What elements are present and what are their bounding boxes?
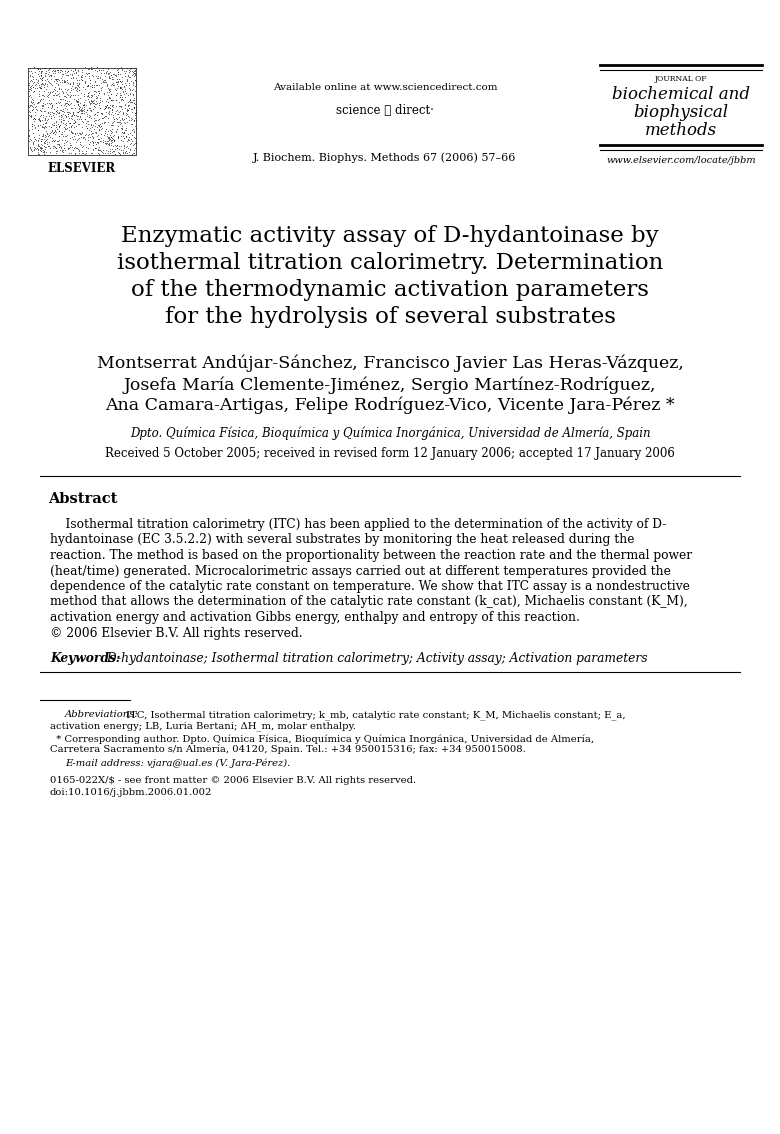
Text: © 2006 Elsevier B.V. All rights reserved.: © 2006 Elsevier B.V. All rights reserved… (50, 626, 303, 640)
Text: Ana Camara-Artigas, Felipe Rodríguez-Vico, Vicente Jara-Pérez *: Ana Camara-Artigas, Felipe Rodríguez-Vic… (105, 397, 675, 415)
Text: Enzymatic activity assay of D-hydantoinase by: Enzymatic activity assay of D-hydantoina… (121, 225, 659, 247)
Text: Montserrat Andújar-Sánchez, Francisco Javier Las Heras-Vázquez,: Montserrat Andújar-Sánchez, Francisco Ja… (97, 355, 683, 372)
Text: activation energy and activation Gibbs energy, enthalpy and entropy of this reac: activation energy and activation Gibbs e… (50, 611, 580, 624)
Text: biophysical: biophysical (633, 104, 729, 121)
Text: science ⓓ direct·: science ⓓ direct· (336, 104, 434, 117)
Text: Available online at www.sciencedirect.com: Available online at www.sciencedirect.co… (273, 83, 498, 92)
Text: (heat/time) generated. Microcalorimetric assays carried out at different tempera: (heat/time) generated. Microcalorimetric… (50, 565, 671, 577)
Text: hydantoinase (EC 3.5.2.2) with several substrates by monitoring the heat release: hydantoinase (EC 3.5.2.2) with several s… (50, 533, 634, 547)
Text: www.elsevier.com/locate/jbbm: www.elsevier.com/locate/jbbm (606, 156, 756, 166)
Text: ELSEVIER: ELSEVIER (48, 162, 116, 175)
Text: for the hydrolysis of several substrates: for the hydrolysis of several substrates (165, 306, 615, 328)
Text: E-mail address: vjara@ual.es (V. Jara-Pérez).: E-mail address: vjara@ual.es (V. Jara-Pé… (65, 758, 290, 768)
Bar (28, 68, 136, 155)
Text: J. Biochem. Biophys. Methods 67 (2006) 57–66: J. Biochem. Biophys. Methods 67 (2006) 5… (254, 152, 516, 162)
Text: Carretera Sacramento s/n Almería, 04120, Spain. Tel.: +34 950015316; fax: +34 95: Carretera Sacramento s/n Almería, 04120,… (50, 745, 526, 754)
Text: Keywords:: Keywords: (50, 652, 120, 665)
Text: isothermal titration calorimetry. Determination: isothermal titration calorimetry. Determ… (117, 252, 663, 274)
Text: Abstract: Abstract (48, 492, 117, 506)
Text: Josefa María Clemente-Jiménez, Sergio Martínez-Rodríguez,: Josefa María Clemente-Jiménez, Sergio Ma… (124, 376, 656, 393)
Text: Isothermal titration calorimetry (ITC) has been applied to the determination of : Isothermal titration calorimetry (ITC) h… (50, 518, 666, 531)
Text: activation energy; LB, Luria Bertani; ΔH_m, molar enthalpy.: activation energy; LB, Luria Bertani; ΔH… (50, 721, 356, 730)
Text: Received 5 October 2005; received in revised form 12 January 2006; accepted 17 J: Received 5 October 2005; received in rev… (105, 447, 675, 460)
Text: Dpto. Química Física, Bioquímica y Química Inorgánica, Universidad de Almería, S: Dpto. Química Física, Bioquímica y Quími… (129, 428, 651, 440)
Text: methods: methods (645, 122, 717, 139)
Text: JOURNAL OF: JOURNAL OF (654, 75, 707, 83)
Text: 0165-022X/$ - see front matter © 2006 Elsevier B.V. All rights reserved.: 0165-022X/$ - see front matter © 2006 El… (50, 776, 416, 785)
Text: Abbreviations:: Abbreviations: (65, 710, 139, 719)
Text: dependence of the catalytic rate constant on temperature. We show that ITC assay: dependence of the catalytic rate constan… (50, 579, 690, 593)
Text: method that allows the determination of the catalytic rate constant (k_cat), Mic: method that allows the determination of … (50, 595, 688, 609)
Text: of the thermodynamic activation parameters: of the thermodynamic activation paramete… (131, 279, 649, 301)
Text: * Corresponding author. Dpto. Química Física, Bioquímica y Química Inorgánica, U: * Corresponding author. Dpto. Química Fí… (50, 734, 594, 744)
Text: biochemical and: biochemical and (612, 86, 750, 103)
Text: doi:10.1016/j.jbbm.2006.01.002: doi:10.1016/j.jbbm.2006.01.002 (50, 788, 212, 797)
Text: ITC, Isothermal titration calorimetry; k_mb, catalytic rate constant; K_M, Micha: ITC, Isothermal titration calorimetry; k… (123, 710, 626, 720)
Text: reaction. The method is based on the proportionality between the reaction rate a: reaction. The method is based on the pro… (50, 549, 692, 562)
Text: D-hydantoinase; Isothermal titration calorimetry; Activity assay; Activation par: D-hydantoinase; Isothermal titration cal… (103, 652, 647, 665)
